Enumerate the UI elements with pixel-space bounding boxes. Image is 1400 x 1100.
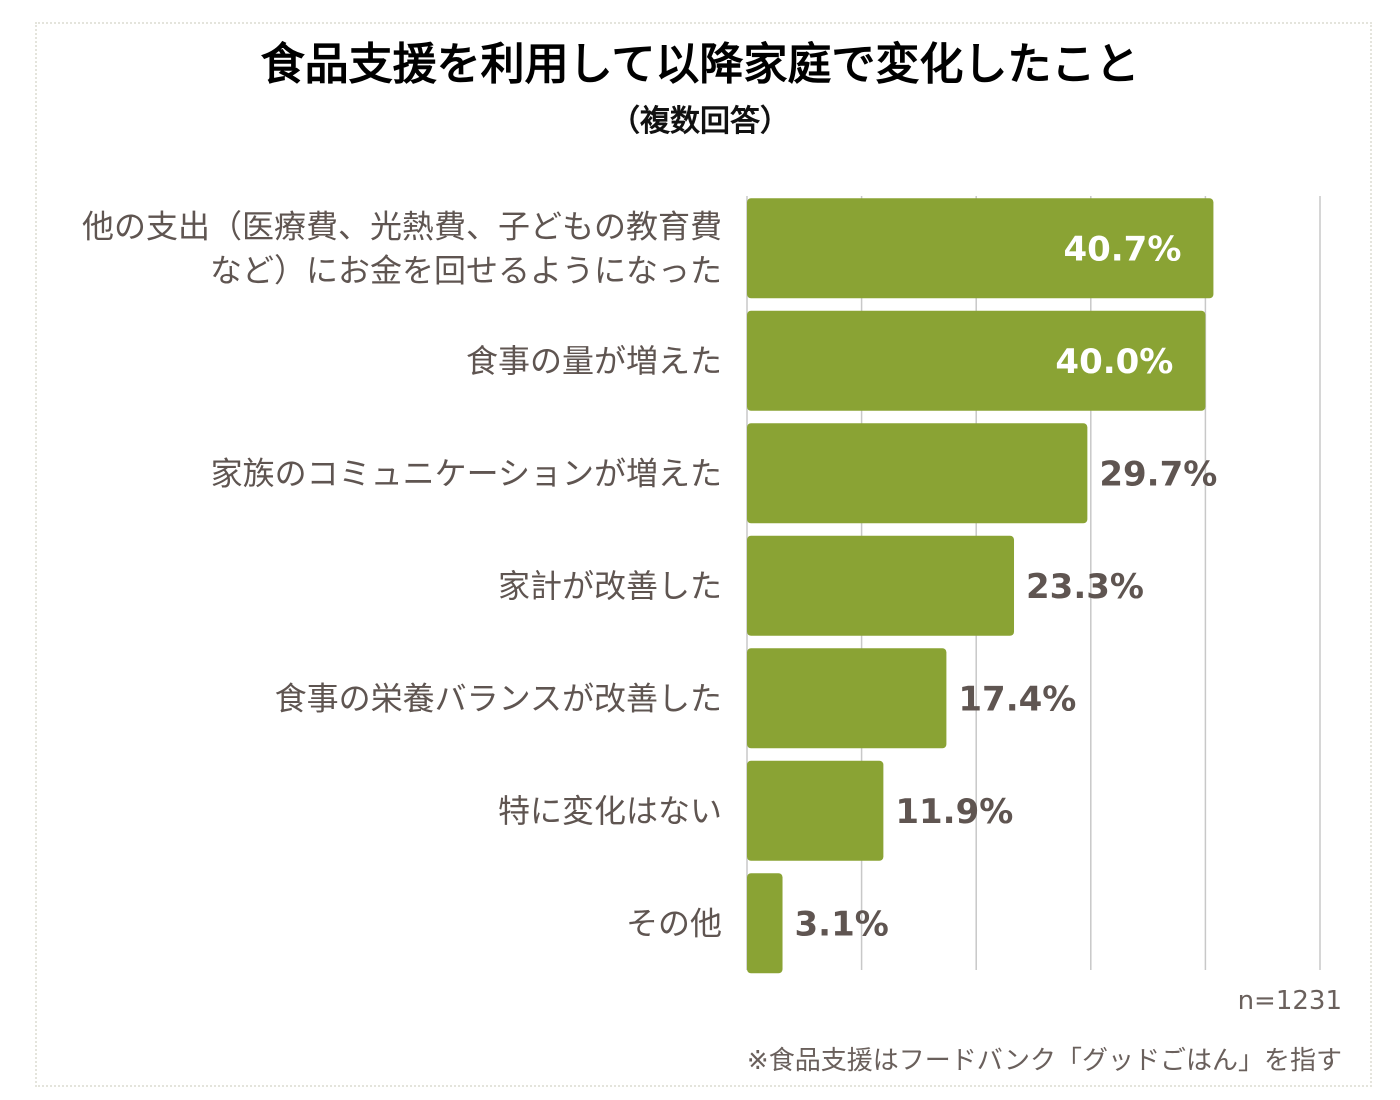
- bar: [747, 535, 1015, 636]
- category-label: 食事の量が増えた: [466, 342, 722, 380]
- chart-subtitle: （複数回答）: [610, 104, 790, 139]
- data-label: 17.4%: [958, 679, 1076, 719]
- chart-frame: [35, 22, 1372, 1087]
- category-label: 他の支出（医療費、光熱費、子どもの教育費など）にお金を回せるようになった: [82, 207, 722, 289]
- bar: [747, 423, 1088, 524]
- data-label: 11.9%: [895, 792, 1013, 832]
- data-label: 40.7%: [1063, 229, 1181, 269]
- category-label: その他: [626, 904, 722, 942]
- category-label: 食事の栄養バランスが改善した: [275, 679, 722, 717]
- bar: [747, 198, 1214, 299]
- data-label: 29.7%: [1099, 454, 1217, 494]
- data-label: 23.3%: [1026, 567, 1144, 607]
- footnote: ※食品支援はフードバンク「グッドごはん」を指す: [746, 1046, 1342, 1076]
- data-label: 3.1%: [795, 904, 889, 944]
- data-label: 40.0%: [1055, 342, 1173, 382]
- category-label: 家計が改善した: [498, 567, 722, 605]
- bar: [747, 760, 884, 861]
- bar: [747, 648, 947, 749]
- chart-title: 食品支援を利用して以降家庭で変化したこと: [260, 39, 1140, 90]
- sample-size: n=1231: [1237, 986, 1342, 1016]
- bar: [747, 310, 1206, 411]
- bar: [747, 873, 783, 974]
- category-label: 家族のコミュニケーションが増えた: [211, 454, 722, 492]
- category-label: 特に変化はない: [498, 792, 722, 830]
